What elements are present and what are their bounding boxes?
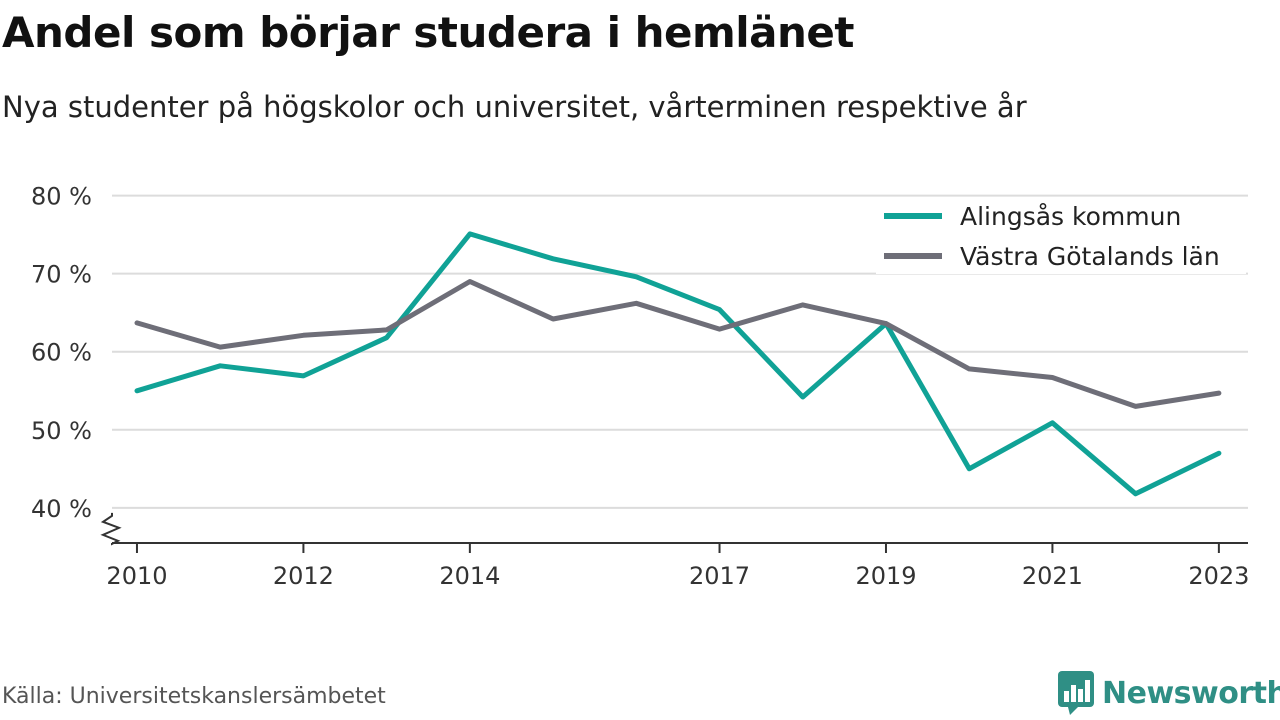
series-line-1 bbox=[134, 279, 1222, 409]
axis-break-icon bbox=[100, 512, 122, 546]
y-tick-label: 60 % bbox=[31, 339, 92, 367]
x-tick-label: 2014 bbox=[439, 562, 500, 590]
y-tick-label: 50 % bbox=[31, 417, 92, 445]
x-tick-label: 2012 bbox=[273, 562, 334, 590]
bar-chart-speech-bubble-icon bbox=[1058, 671, 1094, 715]
brand-name: Newsworthy bbox=[1102, 675, 1280, 711]
x-tick-label: 2023 bbox=[1188, 562, 1249, 590]
chart-subtitle: Nya studenter på högskolor och universit… bbox=[2, 90, 1027, 124]
source-note: Källa: Universitetskanslersämbetet bbox=[2, 684, 386, 709]
y-tick-label: 80 % bbox=[31, 183, 92, 211]
legend-label: Alingsås kommun bbox=[960, 202, 1181, 231]
chart-title: Andel som börjar studera i hemlänet bbox=[2, 8, 855, 57]
x-tick-label: 2019 bbox=[855, 562, 916, 590]
series-lines bbox=[134, 231, 1222, 497]
x-tick-label: 2017 bbox=[689, 562, 750, 590]
series-line-0 bbox=[134, 231, 1222, 497]
y-tick-label: 40 % bbox=[31, 495, 92, 523]
y-tick-label: 70 % bbox=[31, 261, 92, 289]
legend-label: Västra Götalands län bbox=[960, 242, 1220, 271]
legend: Alingsås kommun Västra Götalands län bbox=[876, 198, 1246, 274]
y-axis-ticks: 40 % 50 % 60 % 70 % 80 % bbox=[31, 183, 92, 523]
brand-logo: Newsworthy bbox=[1058, 670, 1280, 716]
x-tick-label: 2010 bbox=[106, 562, 167, 590]
x-tick-label: 2021 bbox=[1022, 562, 1083, 590]
x-axis: 2010 2012 2014 2017 2019 2021 2023 bbox=[100, 512, 1249, 590]
